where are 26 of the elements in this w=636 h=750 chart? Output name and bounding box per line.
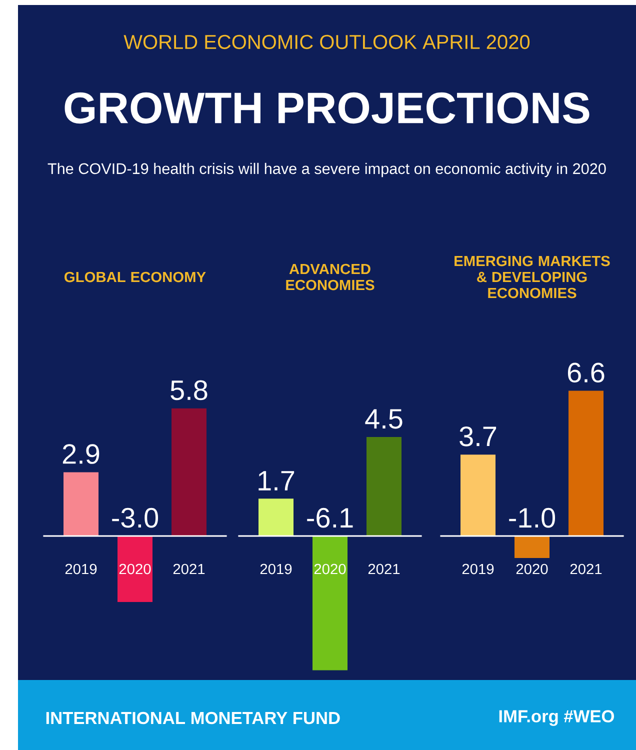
x-tick-label: 2021 bbox=[368, 564, 400, 574]
text: IMF.org #WEO bbox=[499, 710, 614, 726]
chart-title: ADVANCED ECONOMIES bbox=[286, 264, 374, 290]
data-label: 4.5 bbox=[365, 409, 402, 429]
x-tick-label: 2021 bbox=[173, 564, 205, 574]
text: GROWTH PROJECTIONS bbox=[64, 92, 590, 124]
text: WORLD ECONOMIC OUTLOOK APRIL 2020 bbox=[124, 34, 530, 50]
text: The COVID-19 health crisis will have a severe impact on economic activity in 2020 bbox=[48, 162, 606, 178]
chart-title: EMERGING MARKETS & DEVELOPING ECONOMIES bbox=[454, 256, 610, 298]
data-label: 2.9 bbox=[62, 444, 100, 464]
data-label: 1.7 bbox=[258, 471, 294, 490]
x-tick-label: 2019 bbox=[260, 564, 292, 574]
data-label: -1.0 bbox=[509, 508, 556, 528]
data-label: 6.6 bbox=[568, 362, 604, 383]
data-label: -6.1 bbox=[307, 508, 353, 528]
x-tick-label: 2019 bbox=[65, 564, 97, 574]
chart-title: GLOBAL ECONOMY bbox=[64, 272, 206, 282]
data-label: 3.7 bbox=[460, 426, 496, 446]
data-label: 5.8 bbox=[170, 380, 208, 400]
x-tick-label: 2021 bbox=[570, 564, 602, 574]
text: INTERNATIONAL MONETARY FUND bbox=[46, 712, 340, 724]
x-tick-label: 2020 bbox=[119, 564, 151, 574]
x-tick-label: 2020 bbox=[314, 564, 346, 574]
x-tick-label: 2019 bbox=[462, 564, 494, 574]
data-label: -3.0 bbox=[112, 508, 158, 528]
x-tick-label: 2020 bbox=[516, 564, 548, 574]
